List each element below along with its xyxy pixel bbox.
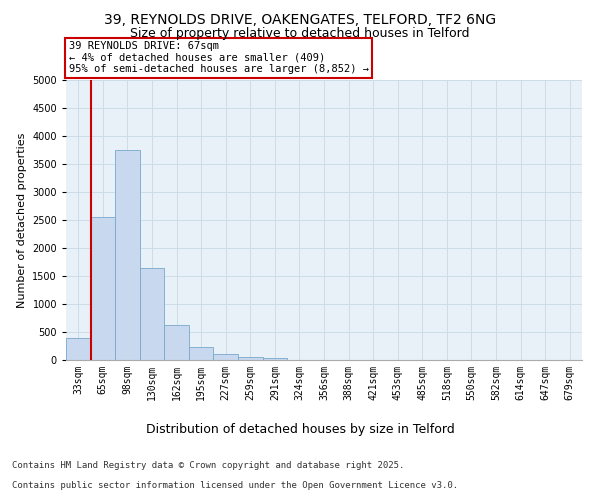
- Bar: [140, 268, 164, 360]
- Y-axis label: Number of detached properties: Number of detached properties: [17, 132, 26, 308]
- Bar: [115, 150, 140, 360]
- Text: 39, REYNOLDS DRIVE, OAKENGATES, TELFORD, TF2 6NG: 39, REYNOLDS DRIVE, OAKENGATES, TELFORD,…: [104, 12, 496, 26]
- Text: Contains public sector information licensed under the Open Government Licence v3: Contains public sector information licen…: [12, 481, 458, 490]
- Bar: [214, 354, 238, 360]
- Text: Distribution of detached houses by size in Telford: Distribution of detached houses by size …: [146, 422, 454, 436]
- Bar: [164, 326, 189, 360]
- Bar: [91, 217, 115, 360]
- Text: Contains HM Land Registry data © Crown copyright and database right 2025.: Contains HM Land Registry data © Crown c…: [12, 461, 404, 470]
- Text: Size of property relative to detached houses in Telford: Size of property relative to detached ho…: [130, 28, 470, 40]
- Bar: [189, 347, 214, 360]
- Bar: [263, 358, 287, 360]
- Bar: [66, 338, 91, 360]
- Bar: [238, 357, 263, 360]
- Text: 39 REYNOLDS DRIVE: 67sqm
← 4% of detached houses are smaller (409)
95% of semi-d: 39 REYNOLDS DRIVE: 67sqm ← 4% of detache…: [68, 41, 368, 74]
